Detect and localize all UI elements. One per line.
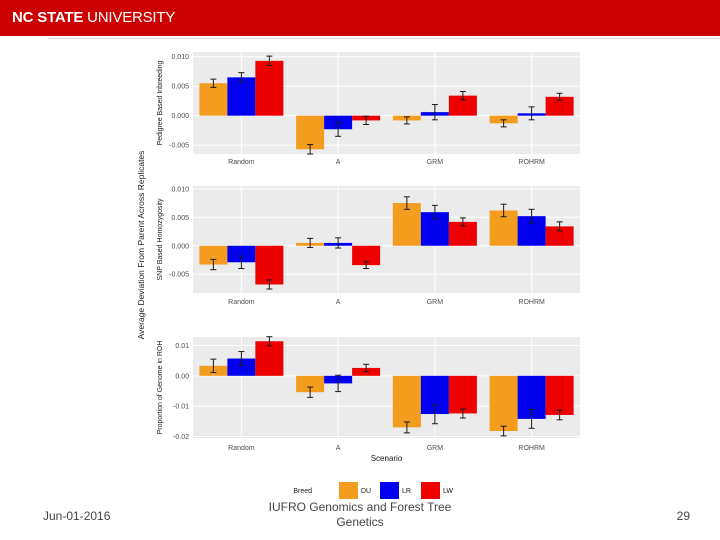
bar-lw [352, 245, 381, 266]
bar-du [392, 375, 421, 428]
x-tick-label: GRM [427, 299, 444, 306]
x-tick-label: GRM [427, 159, 444, 166]
x-tick-label: Random [228, 159, 255, 166]
legend-title: Breed [293, 488, 312, 495]
y-tick-label: -0.005 [169, 143, 189, 150]
bar-lw [448, 221, 477, 246]
bar-lw [545, 96, 574, 116]
y-tick-label: 0.00 [175, 373, 189, 380]
header-divider [48, 38, 720, 39]
y-tick-label: 0.010 [171, 54, 189, 61]
y-tick-label: -0.02 [173, 434, 189, 441]
x-tick-label: ROHRM [518, 445, 545, 452]
legend-key-lw [421, 482, 440, 499]
bar-lw [545, 375, 574, 415]
chart-figure: -0.005 0.000 0.005 0.010 Random A GRM ROHRM Pedi… [136, 52, 580, 499]
bar-du [199, 83, 228, 116]
y-tick-label: 0.005 [171, 215, 189, 222]
legend-key-lr [380, 482, 399, 499]
footer-date: Jun-01-2016 [43, 509, 111, 523]
bar-lw [255, 341, 284, 376]
bar-lw [255, 245, 284, 285]
y-tick-label: 0.000 [171, 113, 189, 120]
y-tick-label: 0.000 [171, 243, 189, 250]
y-tick-label: 0.01 [175, 343, 189, 350]
bar-du [489, 375, 518, 432]
panel-y-label: Pedigree Based Inbreeding [157, 60, 164, 145]
footer-title: IUFRO Genomics and Forest Tree Genetics [268, 500, 452, 529]
bar-lw [255, 60, 284, 116]
x-tick-label: ROHRM [518, 299, 545, 306]
brand-rest: UNIVERSITY [83, 9, 176, 26]
bar-lw [545, 226, 574, 246]
y-tick-label: -0.01 [173, 404, 189, 411]
bar-lw [448, 95, 477, 116]
header-banner: NC STATE UNIVERSITY [0, 0, 720, 36]
panel-y-label: SNP Based Homozygosity [157, 198, 164, 280]
x-tick-label: A [336, 445, 341, 452]
x-axis-title: Scenario [371, 454, 403, 463]
x-tick-label: ROHRM [518, 159, 545, 166]
bar-du [296, 375, 325, 393]
bar-lw [448, 375, 477, 414]
bar-lr [227, 245, 256, 263]
bar-du [296, 115, 325, 150]
x-tick-label: GRM [427, 445, 444, 452]
bar-du [392, 203, 421, 246]
bar-lr [227, 358, 256, 376]
y-tick-label: 0.010 [171, 186, 189, 193]
legend-label: LW [443, 488, 453, 495]
bar-du [199, 245, 228, 265]
x-tick-label: A [336, 299, 341, 306]
y-tick-label: -0.005 [169, 272, 189, 279]
x-tick-label: A [336, 159, 341, 166]
bar-lr [227, 77, 256, 116]
legend-key-du [339, 482, 358, 499]
x-tick-label: Random [228, 445, 255, 452]
legend-label: DU [361, 488, 371, 495]
brand-bold: NC STATE [12, 9, 84, 26]
y-axis-title: Average Deviation From Parent Across Rep… [136, 151, 146, 340]
legend-label: LR [402, 488, 411, 495]
x-tick-label: Random [228, 299, 255, 306]
university-logo[interactable]: NC STATE UNIVERSITY [12, 9, 175, 26]
panel-y-label: Proportion of Genome in ROH [157, 341, 164, 435]
y-tick-label: 0.005 [171, 84, 189, 91]
page-number: 29 [676, 509, 690, 523]
